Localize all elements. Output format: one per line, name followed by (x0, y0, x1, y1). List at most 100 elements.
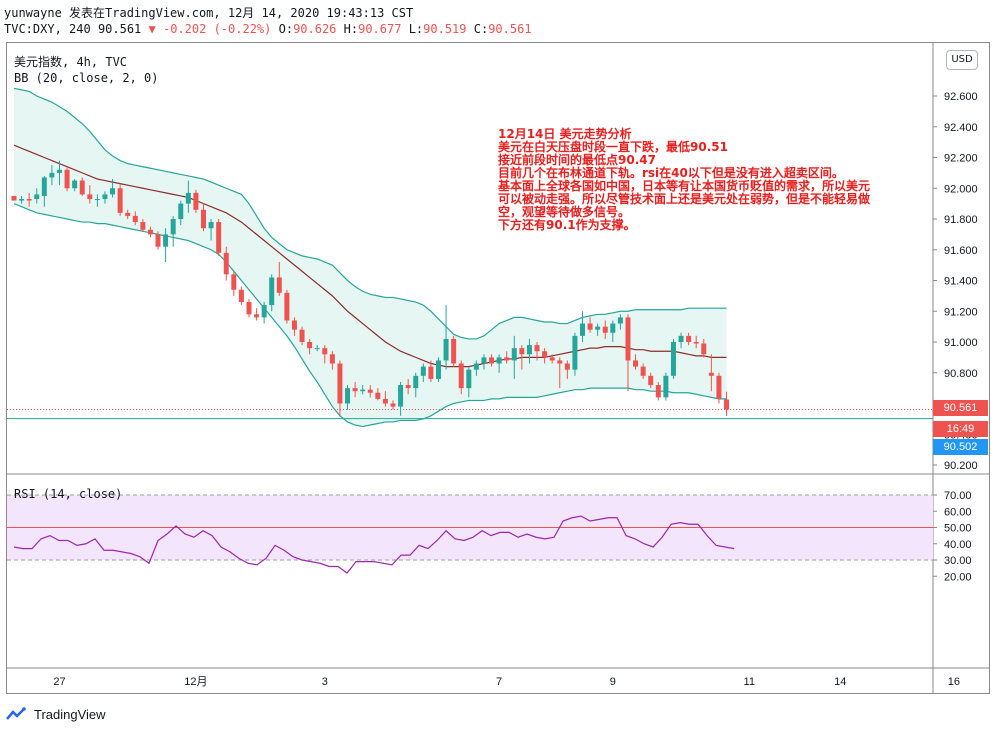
candle-body (201, 209, 206, 229)
candle-body (337, 363, 343, 404)
candle-body (178, 203, 184, 219)
note-line: 接近前段时间的最低点90.47 (498, 153, 656, 167)
candle-body (390, 403, 396, 407)
symbol-label: TVC:DXY, 240 (4, 22, 91, 36)
candle-body (72, 180, 78, 189)
candle-body (132, 215, 138, 223)
note-line: 美元在白天压盘时段一直下跌，最低90.51 (498, 140, 728, 154)
candle (390, 400, 396, 410)
candle (79, 177, 85, 196)
price-tick-label: 91.000 (944, 337, 978, 349)
tradingview-logo-icon (6, 707, 26, 720)
candle (617, 314, 623, 330)
candle (117, 183, 123, 216)
candle-body (686, 335, 692, 342)
candle-body (534, 345, 540, 352)
candle (170, 215, 176, 247)
time-tick-label: 9 (610, 676, 616, 688)
candle-body (11, 195, 17, 201)
candle (375, 388, 381, 401)
candle-body (716, 375, 722, 399)
candle (208, 219, 214, 241)
candle-body (19, 199, 25, 201)
candle (307, 338, 313, 355)
note-line: 下方还有90.1作为支撑。 (498, 218, 636, 232)
countdown-tag: 16:49 (933, 421, 988, 437)
candle-body (375, 392, 381, 399)
change-value: -0.202 (-0.22%) (163, 22, 272, 36)
bb-fill (14, 88, 727, 427)
brand-label[interactable]: TradingView (34, 706, 106, 722)
candle-body (41, 177, 47, 196)
candle-body (26, 199, 32, 201)
publish-info: yunwayne 发表在TradingView.com, 12月 14, 202… (4, 6, 414, 20)
candle-body (435, 360, 441, 379)
candle (261, 302, 267, 324)
candle (443, 305, 449, 370)
candle (670, 338, 676, 379)
low-label: L: (408, 22, 424, 36)
candle (451, 335, 457, 367)
candle (41, 175, 47, 207)
low-price-tag: 90.502 (933, 439, 988, 455)
candle (625, 314, 631, 392)
ohlc-header: TVC:DXY, 240 90.561 ▼ -0.202 (-0.22%) O:… (4, 22, 532, 36)
candle-body (140, 222, 146, 230)
candle (708, 354, 714, 392)
candle-body (208, 222, 214, 229)
candle (352, 381, 358, 398)
candle (132, 211, 138, 226)
candle-body (587, 323, 593, 330)
close-label: C: (473, 22, 489, 36)
candle-body (504, 357, 510, 361)
candle (314, 345, 320, 352)
candle (633, 354, 639, 370)
price-tick-label: 91.600 (944, 245, 978, 257)
candle-body (617, 317, 623, 324)
price-tick-label: 92.200 (944, 153, 978, 165)
open-label: O: (278, 22, 294, 36)
candle-body (595, 326, 601, 330)
candle-body (443, 338, 449, 361)
note-line: 12月14日 美元走势分析 (498, 127, 632, 141)
time-tick-label: 3 (322, 676, 328, 688)
candle (322, 345, 328, 364)
candle (542, 348, 548, 364)
time-tick-label: 11 (744, 676, 755, 688)
rsi-tick-label: 40.00 (944, 539, 972, 551)
candle (572, 332, 578, 376)
candle (428, 360, 434, 382)
candle-body (724, 399, 730, 410)
candle-body (223, 252, 229, 275)
price-tick-label: 91.400 (944, 276, 978, 288)
candle-body (519, 348, 525, 355)
candle-body (155, 234, 161, 247)
price-tick-label: 92.600 (944, 91, 978, 103)
candle (94, 194, 100, 207)
candle (580, 311, 585, 342)
candle (345, 385, 351, 410)
candle (640, 363, 646, 379)
candle-body (110, 188, 116, 195)
candle (693, 335, 699, 349)
candle-body (572, 335, 578, 370)
candle-body (481, 357, 487, 364)
candle (686, 332, 692, 346)
candle-body (360, 389, 366, 392)
down-arrow-icon: ▼ (148, 22, 156, 36)
candle-body (94, 199, 100, 201)
low-value: 90.519 (423, 22, 467, 36)
candle-body (261, 305, 267, 318)
open-value: 90.626 (293, 22, 337, 36)
candle (504, 351, 510, 364)
candle-body (398, 385, 404, 407)
price-tick-label: 92.000 (944, 183, 978, 195)
candle (716, 372, 722, 404)
candle (413, 372, 419, 398)
currency-button[interactable]: USD (946, 50, 978, 70)
candle (329, 351, 335, 370)
candle-body (56, 169, 62, 173)
candle-body (79, 180, 85, 195)
candle-body (466, 369, 472, 389)
